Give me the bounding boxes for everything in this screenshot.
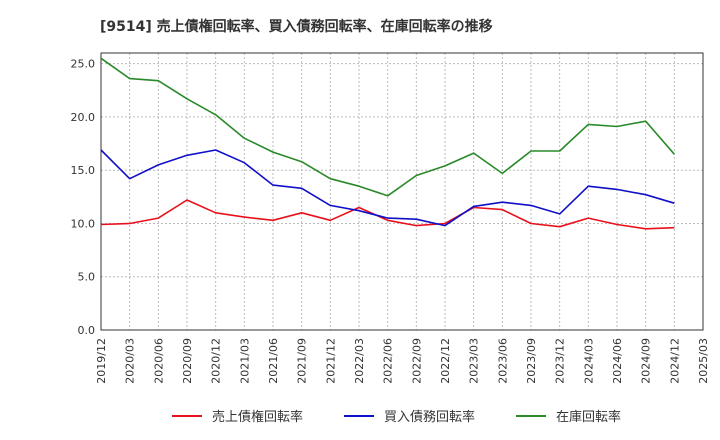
series-line-1 <box>100 199 675 230</box>
x-tick-label: 2024/09 <box>640 338 653 384</box>
legend-label: 売上債権回転率 <box>212 409 303 425</box>
x-tick-label: 2022/09 <box>410 338 423 384</box>
chart-title: [9514] 売上債権回転率、買入債務回転率、在庫回転率の推移 <box>100 18 493 35</box>
x-tick-label: 2021/09 <box>296 338 309 384</box>
y-tick-label: 15.0 <box>71 164 96 177</box>
x-tick-label: 2023/09 <box>525 338 538 384</box>
x-axis: 2019/12 2020/03 2020/06 2020/09 2020/12 2021/… <box>95 338 710 384</box>
x-tick-label: 2022/03 <box>353 338 366 384</box>
series-lines <box>100 57 675 230</box>
plot-frame <box>100 52 704 331</box>
y-tick-label: 0.0 <box>78 324 96 337</box>
legend-label: 在庫回転率 <box>556 409 621 425</box>
series-line-3 <box>100 57 675 197</box>
x-tick-label: 2024/03 <box>582 338 595 384</box>
grid-lines <box>100 53 704 331</box>
x-tick-label: 2024/12 <box>668 338 681 384</box>
x-tick-label: 2021/06 <box>267 338 280 384</box>
x-tick-label: 2022/12 <box>439 338 452 384</box>
x-tick-label: 2025/03 <box>697 338 710 384</box>
x-tick-label: 2020/06 <box>152 338 165 384</box>
x-tick-label: 2023/12 <box>554 338 567 384</box>
y-tick-label: 20.0 <box>71 111 96 124</box>
y-tick-label: 25.0 <box>71 58 96 71</box>
x-tick-label: 2020/09 <box>181 338 194 384</box>
y-tick-label: 10.0 <box>71 217 96 230</box>
x-tick-label: 2019/12 <box>95 338 108 384</box>
x-tick-label: 2023/03 <box>468 338 481 384</box>
legend: 売上債権回転率 買入債務回転率 在庫回転率 <box>172 409 621 425</box>
x-tick-label: 2020/03 <box>124 338 137 384</box>
legend-label: 買入債務回転率 <box>384 409 475 425</box>
x-tick-label: 2022/06 <box>382 338 395 384</box>
y-axis: 0.0 5.0 10.0 15.0 20.0 25.0 <box>71 58 96 337</box>
x-tick-label: 2023/06 <box>496 338 509 384</box>
x-tick-label: 2021/12 <box>324 338 337 384</box>
x-tick-label: 2024/06 <box>611 338 624 384</box>
y-tick-label: 5.0 <box>78 271 96 284</box>
x-tick-label: 2020/12 <box>210 338 223 384</box>
series-line-2 <box>100 149 675 227</box>
x-tick-label: 2021/03 <box>238 338 251 384</box>
